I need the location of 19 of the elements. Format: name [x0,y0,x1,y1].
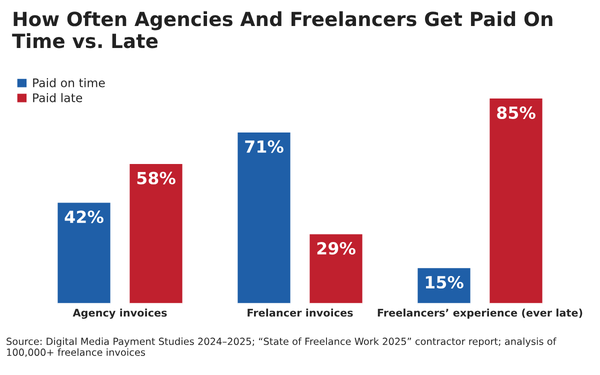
bar [56,201,112,304]
bar [236,131,292,304]
x-tick-label: Agency invoices [72,308,167,319]
source-note: Source: Digital Media Payment Studies 2024–2025; “State of Freelance Work 2025” contractor report; analysis of 100,000+ freelance invoices [6,338,556,357]
legend-label: Paid on time [33,78,105,88]
bar [308,232,364,304]
data-label: 58% [137,172,176,184]
data-label: 15% [426,276,464,289]
x-tick-label: Frelancer invoices [248,308,353,317]
data-label: 29% [317,242,356,255]
data-label: 85% [497,106,536,120]
data-label: 71% [245,140,284,153]
chart-title: How Often Agencies And Freelancers Get Paid On Time vs. Late [12,11,552,48]
bar [488,97,544,304]
legend-label: Paid late [33,93,82,102]
bar [416,266,472,304]
bar [128,162,184,304]
x-tick-label: Freelancers’ experience (ever late) [378,308,582,319]
data-label: 42% [64,210,104,224]
